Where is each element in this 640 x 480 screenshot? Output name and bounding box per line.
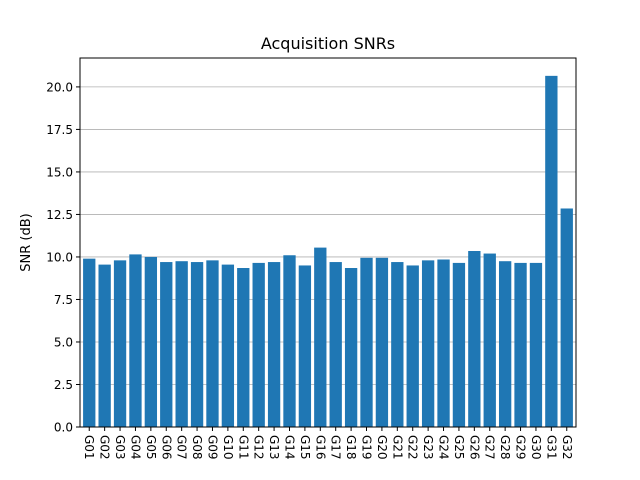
bar-g26 (468, 251, 481, 427)
bar-g10 (221, 264, 235, 427)
y-tick-label: 2.5 (54, 378, 73, 392)
y-tick-label: 20.0 (46, 80, 73, 94)
x-tick-label: G16 (313, 435, 327, 460)
x-tick-label: G11 (236, 435, 250, 460)
y-tick-label: 7.5 (54, 293, 73, 307)
x-tick-label: G18 (344, 435, 358, 460)
x-tick-label: G09 (205, 435, 219, 460)
bar-g07 (175, 261, 188, 427)
x-tick-label: G25 (452, 435, 466, 460)
bars (83, 75, 573, 428)
bar-g09 (206, 260, 219, 427)
x-tick-label: G30 (529, 435, 543, 460)
bar-g30 (529, 262, 543, 427)
x-tick-label: G24 (437, 435, 451, 460)
bar-g14 (283, 255, 296, 427)
x-tick-label: G07 (175, 435, 189, 460)
bar-g05 (144, 256, 158, 427)
bar-g27 (483, 253, 496, 427)
bar-g25 (452, 262, 466, 427)
x-axis-ticks: G01 G02 G03 G04 G05 G06 G07 G08 G09 G10 G11 G12 G13 G… (82, 427, 574, 460)
bar-g19 (360, 257, 373, 427)
bar-g17 (329, 262, 342, 427)
x-tick-label: G22 (406, 435, 420, 460)
bar-g06 (160, 262, 173, 427)
bar-g31 (545, 75, 558, 428)
x-tick-label: G31 (544, 435, 558, 460)
bar-g13 (267, 262, 281, 427)
bar-g02 (98, 264, 111, 427)
bar-g23 (421, 260, 435, 427)
x-tick-label: G21 (390, 435, 404, 460)
bar-g32 (560, 208, 573, 427)
x-tick-label: G13 (267, 435, 281, 460)
bar-g21 (391, 262, 404, 427)
x-tick-label: G28 (498, 435, 512, 460)
bar-g08 (190, 262, 204, 427)
y-tick-label: 12.5 (46, 208, 73, 222)
y-tick-label: 17.5 (46, 123, 73, 137)
bar-g11 (237, 268, 250, 427)
x-tick-label: G04 (128, 435, 142, 460)
x-tick-label: G01 (82, 435, 96, 460)
x-tick-label: G08 (190, 435, 204, 460)
bar-g04 (129, 254, 142, 427)
y-tick-label: 10.0 (46, 250, 73, 264)
bar-g29 (514, 262, 527, 427)
y-tick-label: 15.0 (46, 165, 73, 179)
x-tick-label: G05 (144, 435, 158, 460)
x-tick-label: G10 (221, 435, 235, 460)
bar-g18 (344, 268, 358, 427)
bar-g16 (314, 247, 327, 427)
x-tick-label: G14 (282, 435, 296, 460)
bar-g22 (406, 265, 419, 427)
plot-frame (79, 57, 577, 428)
x-tick-label: G27 (483, 435, 497, 460)
bar-g20 (375, 257, 389, 427)
y-tick-label: 0.0 (54, 421, 73, 435)
x-tick-label: G15 (298, 435, 312, 460)
bar-g03 (113, 260, 127, 427)
x-tick-label: G03 (113, 435, 127, 460)
y-axis-label: SNR (dB) (19, 213, 34, 271)
x-tick-label: G06 (159, 435, 173, 460)
bar-g15 (298, 265, 312, 427)
x-tick-label: G12 (252, 435, 266, 460)
bar-g12 (252, 262, 265, 427)
bar-g24 (437, 259, 450, 427)
x-tick-label: G26 (467, 435, 481, 460)
chart-title: Acquisition SNRs (261, 34, 395, 53)
x-tick-label: G19 (360, 435, 374, 460)
x-tick-label: G32 (560, 435, 574, 460)
x-tick-label: G02 (98, 435, 112, 460)
x-tick-label: G29 (514, 435, 528, 460)
x-tick-label: G20 (375, 435, 389, 460)
x-tick-label: G17 (329, 435, 343, 460)
bar-g01 (83, 258, 96, 427)
y-tick-label: 5.0 (54, 335, 73, 349)
x-tick-label: G23 (421, 435, 435, 460)
bar-g28 (498, 261, 512, 427)
y-axis-ticks: 0.0 2.5 5.0 7.5 10.0 12.5 15.0 17.5 20.0 (46, 80, 80, 435)
